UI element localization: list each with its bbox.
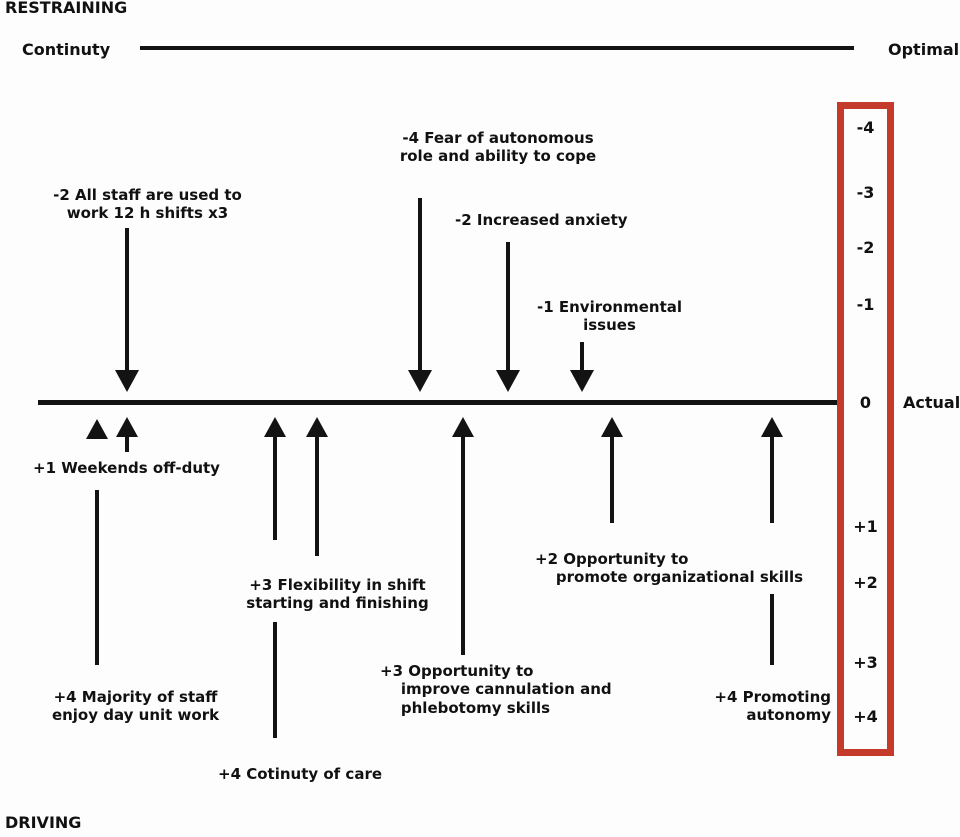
- driving-title: DRIVING: [5, 813, 82, 832]
- driving-label-flexibility: +3 Flexibility in shift starting and fin…: [246, 576, 429, 613]
- driving-label-organizational: +2 Opportunity to promote organizational…: [535, 550, 804, 587]
- restraining-label-fear: -4 Fear of autonomous role and ability t…: [399, 129, 597, 166]
- restraining-arrow-environment-shaft: [580, 342, 584, 372]
- optimal-label: Optimal: [888, 40, 960, 59]
- top-axis-line: [140, 46, 854, 50]
- driving-label-weekends: +1 Weekends off-duty: [33, 459, 220, 477]
- scale-value-pos3: +3: [853, 653, 878, 672]
- restraining-arrow-fear-head-icon: [408, 370, 432, 392]
- scale-value-pos2: +2: [853, 573, 878, 592]
- scale-value-neg1: -1: [856, 295, 875, 314]
- scale-value-neg4: -4: [856, 118, 875, 137]
- driving-arrow-weekends-head-icon: [116, 417, 138, 437]
- restraining-title: RESTRAINING: [5, 0, 128, 17]
- driving-arrow-organizational-head-icon: [601, 417, 623, 437]
- driving-arrow-autonomy-shaft-lower: [770, 594, 774, 665]
- driving-label-majority: +4 Majority of staff enjoy day unit work: [51, 688, 220, 725]
- restraining-label-environment: -1 Environmental issues: [536, 298, 683, 335]
- driving-label-cannulation: +3 Opportunity to improve cannulation an…: [380, 662, 612, 717]
- restraining-arrow-fear-shaft: [418, 198, 422, 372]
- restraining-arrow-shifts-shaft: [125, 228, 129, 372]
- driving-arrow-flexibility-head-icon: [306, 417, 328, 437]
- scale-value-zero: 0: [859, 393, 872, 412]
- actual-label: Actual: [903, 393, 960, 412]
- continuity-label: Continuty: [22, 40, 111, 59]
- scale-value-neg3: -3: [856, 183, 875, 202]
- driving-arrow-continuity-shaft-lower: [273, 622, 277, 738]
- driving-arrow-continuity-shaft-upper: [273, 437, 277, 540]
- driving-arrow-organizational-shaft: [610, 437, 614, 523]
- restraining-arrow-anxiety-head-icon: [496, 370, 520, 392]
- restraining-arrow-shifts-head-icon: [115, 370, 139, 392]
- scale-value-pos4: +4: [853, 707, 878, 726]
- restraining-label-shifts: -2 All staff are used to work 12 h shift…: [53, 186, 242, 223]
- scale-value-pos1: +1: [853, 517, 878, 536]
- scale-box: [837, 102, 894, 756]
- restraining-arrow-anxiety-shaft: [506, 242, 510, 372]
- driving-label-continuity: +4 Cotinuty of care: [218, 765, 383, 783]
- driving-arrow-continuity-head-icon: [264, 417, 286, 437]
- restraining-label-anxiety: -2 Increased anxiety: [455, 211, 628, 229]
- driving-arrow-cannulation-shaft: [461, 437, 465, 655]
- driving-label-autonomy: +4 Promoting autonomy: [714, 688, 831, 725]
- driving-arrow-weekends-shaft: [125, 437, 129, 452]
- driving-arrow-flexibility-shaft: [315, 437, 319, 556]
- driving-arrow-autonomy-shaft-upper: [770, 437, 774, 523]
- restraining-arrow-environment-head-icon: [570, 370, 594, 392]
- driving-arrow-majority-head-icon: [86, 419, 108, 439]
- actual-axis-line: [38, 400, 837, 405]
- scale-value-neg2: -2: [856, 238, 875, 257]
- driving-arrow-cannulation-head-icon: [452, 417, 474, 437]
- driving-arrow-autonomy-head-icon: [761, 417, 783, 437]
- driving-arrow-majority-shaft: [95, 490, 99, 665]
